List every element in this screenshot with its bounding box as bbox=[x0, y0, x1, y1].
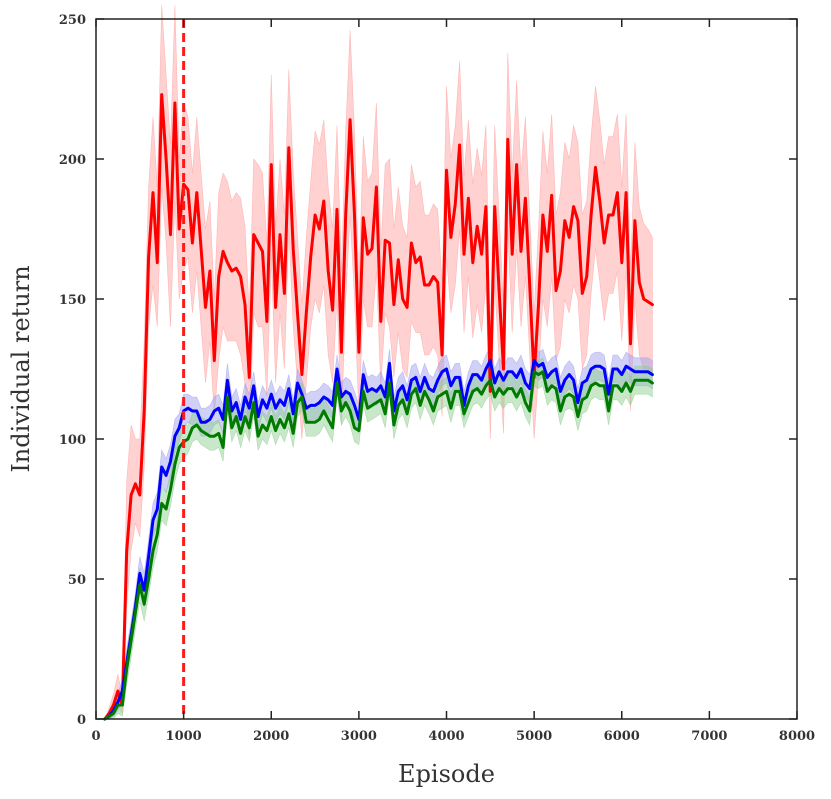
x-tick-labels: 0 1000 2000 3000 4000 5000 6000 7000 8000 bbox=[91, 729, 815, 744]
x-tick-label: 6000 bbox=[604, 729, 640, 744]
y-tick-label: 250 bbox=[59, 13, 86, 28]
x-tick-label: 7000 bbox=[691, 729, 727, 744]
x-tick-label: 4000 bbox=[428, 729, 464, 744]
x-tick-label: 1000 bbox=[166, 729, 202, 744]
x-axis-label: Episode bbox=[398, 760, 495, 788]
plot-frame bbox=[95, 18, 798, 720]
confidence-bands bbox=[104, 4, 653, 720]
x-tick-label: 5000 bbox=[516, 729, 552, 744]
x-tick-label: 2000 bbox=[253, 729, 289, 744]
series-1-line bbox=[103, 359, 654, 721]
y-tick-label: 150 bbox=[59, 293, 86, 308]
x-tick-label: 0 bbox=[91, 729, 100, 744]
y-axis-label: Individual return bbox=[7, 265, 35, 472]
series-0-line bbox=[103, 93, 654, 721]
series-2-line bbox=[103, 370, 654, 721]
y-tick-labels: 0 50 100 150 200 250 bbox=[59, 13, 86, 728]
series-lines bbox=[103, 93, 654, 721]
x-tick-label: 3000 bbox=[341, 729, 377, 744]
y-tick-label: 0 bbox=[77, 713, 86, 728]
y-tick-label: 200 bbox=[59, 153, 86, 168]
x-tick-label: 8000 bbox=[779, 729, 815, 744]
y-tick-label: 100 bbox=[59, 433, 86, 448]
y-tick-label: 50 bbox=[68, 573, 86, 588]
